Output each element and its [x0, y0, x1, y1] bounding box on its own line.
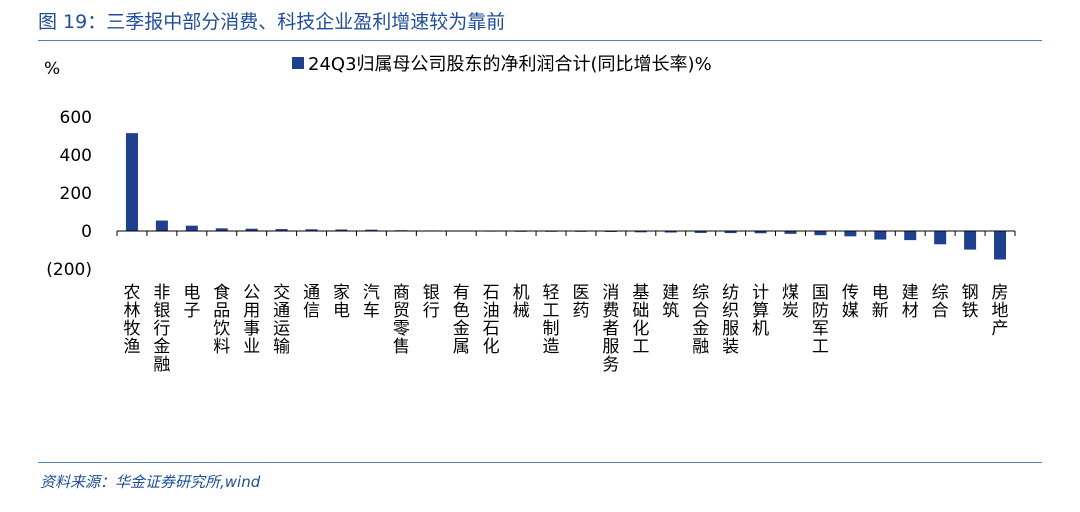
bar	[724, 231, 737, 234]
bar	[754, 231, 767, 234]
x-category-label: 公用事业	[243, 283, 260, 357]
figure-title: 图 19：三季报中部分消费、科技企业盈利增速较为靠前	[38, 11, 506, 33]
bar	[814, 231, 827, 236]
x-category-label: 医药	[572, 283, 589, 321]
x-category-label: 通信	[303, 283, 320, 321]
bar	[125, 133, 138, 231]
y-tick-label: 600	[60, 108, 92, 128]
x-category-label: 计算机	[752, 283, 769, 339]
y-tick-label: 400	[60, 146, 92, 166]
x-category-label: 综合	[932, 283, 949, 321]
x-category-label: 纺织服装	[722, 283, 739, 357]
bar-series	[116, 133, 1016, 260]
bar	[694, 231, 707, 233]
bar	[934, 231, 947, 245]
bar	[305, 229, 318, 231]
x-category-label: 基础化工	[632, 283, 649, 357]
title-divider	[38, 40, 1042, 41]
x-category-label: 综合金融	[692, 283, 709, 357]
bar	[335, 229, 348, 231]
x-category-label: 煤炭	[782, 283, 799, 321]
bar	[994, 231, 1007, 260]
y-axis: 600 400 200 0 (200)	[46, 108, 92, 280]
legend-label: 24Q3归属母公司股东的净利润合计(同比增长率)%	[308, 54, 712, 75]
x-category-label: 建材	[902, 283, 919, 321]
bar	[634, 231, 647, 233]
bar	[185, 225, 198, 231]
y-tick-label: 0	[81, 222, 92, 242]
x-category-label: 银行	[423, 283, 440, 321]
footer-divider	[38, 462, 1042, 463]
y-tick-label: 200	[60, 184, 92, 204]
bar	[874, 231, 887, 240]
x-category-label: 国防军工	[812, 283, 829, 357]
x-category-label: 电新	[872, 283, 889, 321]
y-axis-unit-label: %	[44, 59, 60, 79]
x-category-label: 家电	[333, 283, 350, 321]
x-category-label: 石油石化	[483, 283, 500, 357]
chart-legend: 24Q3归属母公司股东的净利润合计(同比增长率)%	[292, 54, 712, 75]
source-note: 资料来源：华金证券研究所,wind	[40, 473, 261, 491]
bar	[664, 231, 677, 233]
x-category-label: 交通运输	[273, 283, 290, 357]
x-category-label: 传媒	[842, 283, 859, 321]
x-category-label: 轻工制造	[543, 283, 560, 357]
x-category-label: 非银行金融	[153, 283, 170, 375]
bar	[844, 231, 857, 237]
bar	[964, 231, 977, 250]
bar	[245, 228, 258, 231]
x-category-label: 钢铁	[962, 283, 979, 321]
legend-swatch	[292, 57, 304, 69]
x-axis-category-labels: 农林牧渔非银行金融电子食品饮料公用事业交通运输通信家电汽车商贸零售银行有色金属石…	[123, 283, 1008, 375]
x-category-label: 房地产	[992, 283, 1009, 339]
x-category-label: 商贸零售	[393, 283, 410, 357]
bar	[215, 228, 228, 231]
y-tick-label: (200)	[46, 260, 92, 280]
bar	[784, 231, 797, 234]
x-category-label: 机械	[513, 283, 530, 321]
x-category-label: 消费者服务	[602, 283, 619, 375]
x-category-label: 建筑	[662, 283, 679, 321]
bar-chart: % 24Q3归属母公司股东的净利润合计(同比增长率)% 600 400 200 0 (2…	[44, 54, 1016, 375]
x-category-label: 农林牧渔	[123, 283, 140, 357]
bar	[904, 231, 917, 241]
x-category-label: 有色金属	[453, 283, 470, 357]
x-category-label: 汽车	[363, 283, 380, 321]
x-category-label: 电子	[183, 283, 200, 321]
bar	[275, 229, 288, 231]
x-category-label: 食品饮料	[213, 283, 230, 357]
bar	[155, 220, 168, 231]
bar	[365, 229, 378, 231]
